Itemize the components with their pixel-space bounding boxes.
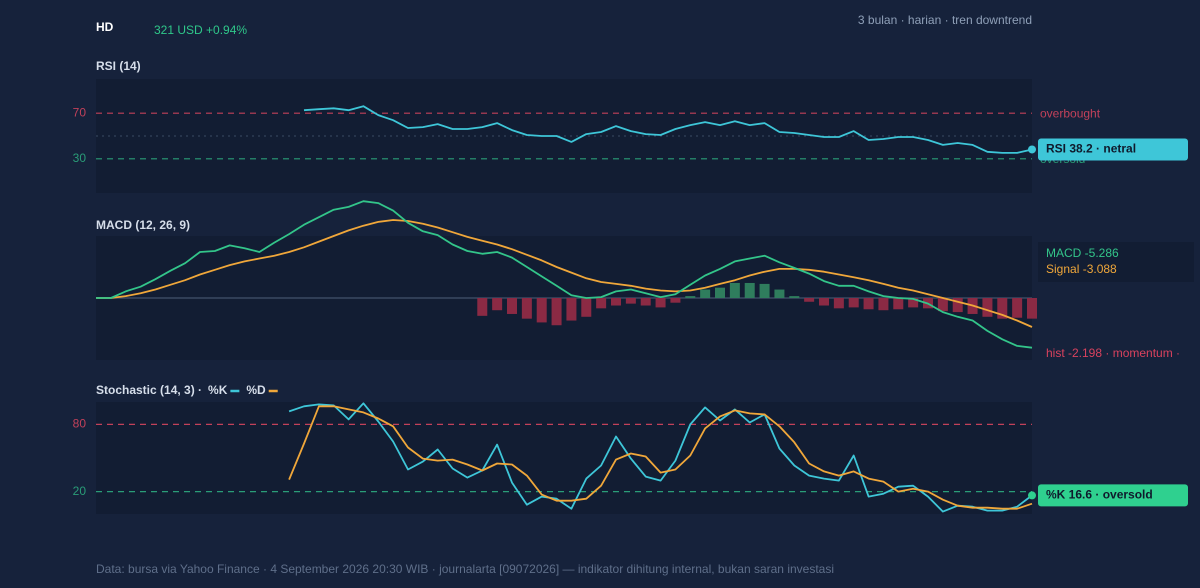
histogram-bar bbox=[952, 298, 963, 313]
level-label: overbought bbox=[1040, 106, 1101, 120]
histogram-bar bbox=[878, 298, 889, 311]
indicator-line bbox=[96, 200, 1033, 349]
legend-label: %D bbox=[246, 383, 266, 397]
histogram-bar bbox=[625, 298, 636, 304]
histogram-bar bbox=[819, 298, 829, 306]
histogram-bar bbox=[655, 298, 666, 308]
histogram-bar bbox=[997, 298, 1008, 319]
histogram-bar bbox=[536, 298, 547, 323]
badge: %K 16.6 · oversold bbox=[1046, 488, 1153, 502]
readout-box bbox=[1038, 242, 1194, 282]
footer: Data: bursa via Yahoo Finance · 4 Septem… bbox=[96, 562, 834, 576]
badge-bg bbox=[1038, 484, 1188, 507]
histogram-bar bbox=[804, 298, 815, 302]
histogram-bar bbox=[848, 298, 859, 308]
histogram-bar bbox=[700, 289, 711, 298]
badge: RSI 38.2 · netral bbox=[1046, 142, 1136, 156]
histogram-bar bbox=[759, 283, 770, 298]
histogram-bar bbox=[833, 298, 844, 309]
histogram-bar bbox=[744, 282, 755, 298]
histogram-bar bbox=[507, 298, 517, 314]
histogram-bar bbox=[774, 289, 785, 298]
indicator-line bbox=[303, 105, 1033, 154]
indicator-line bbox=[288, 402, 1033, 513]
histogram-bar bbox=[551, 298, 562, 326]
histogram-bar bbox=[581, 298, 592, 317]
histogram-bar bbox=[566, 298, 577, 321]
histogram-bar bbox=[715, 287, 725, 298]
readout: MACD -5.286 bbox=[1046, 246, 1119, 260]
last-point bbox=[1028, 491, 1036, 500]
histogram-bar bbox=[477, 298, 488, 316]
histogram-bar bbox=[685, 296, 696, 298]
histogram-bar bbox=[1027, 298, 1037, 319]
histogram-bar bbox=[893, 298, 904, 310]
panel-title: Stochastic (14, 3) · bbox=[96, 383, 202, 397]
histogram-bar bbox=[611, 298, 621, 306]
histogram-bar bbox=[1012, 298, 1023, 318]
histogram-bar bbox=[640, 298, 651, 306]
histogram-bar bbox=[789, 296, 800, 298]
indicator-line bbox=[96, 219, 1033, 328]
histogram-bar bbox=[492, 298, 503, 311]
badge-bg bbox=[1038, 138, 1188, 161]
ticker: HD bbox=[96, 20, 114, 34]
readout: Signal -3.088 bbox=[1046, 262, 1117, 276]
footnote: hist -2.198 · momentum · bbox=[1046, 346, 1180, 360]
panel-title: MACD (12, 26, 9) bbox=[96, 218, 190, 232]
y-tick-label: 80 bbox=[73, 417, 87, 431]
legend-label: %K bbox=[208, 383, 228, 397]
subtitle: 3 bulan · harian · tren downtrend bbox=[858, 13, 1032, 27]
histogram-bar bbox=[908, 298, 919, 308]
panel bbox=[96, 402, 1032, 514]
histogram-bar bbox=[596, 298, 607, 309]
price: 321 USD +0.94% bbox=[154, 23, 247, 37]
histogram-bar bbox=[937, 298, 948, 312]
histogram-bar bbox=[670, 298, 681, 303]
histogram-bar bbox=[729, 282, 740, 298]
histogram-bar bbox=[863, 298, 874, 310]
y-tick-label: 70 bbox=[73, 105, 87, 119]
y-tick-label: 20 bbox=[73, 484, 87, 498]
y-tick-label: 30 bbox=[73, 151, 87, 165]
histogram-bar bbox=[521, 298, 532, 319]
last-point bbox=[1028, 145, 1036, 154]
histogram-bar bbox=[982, 298, 993, 317]
panel-title: RSI (14) bbox=[96, 59, 141, 73]
indicator-line bbox=[288, 405, 1033, 510]
